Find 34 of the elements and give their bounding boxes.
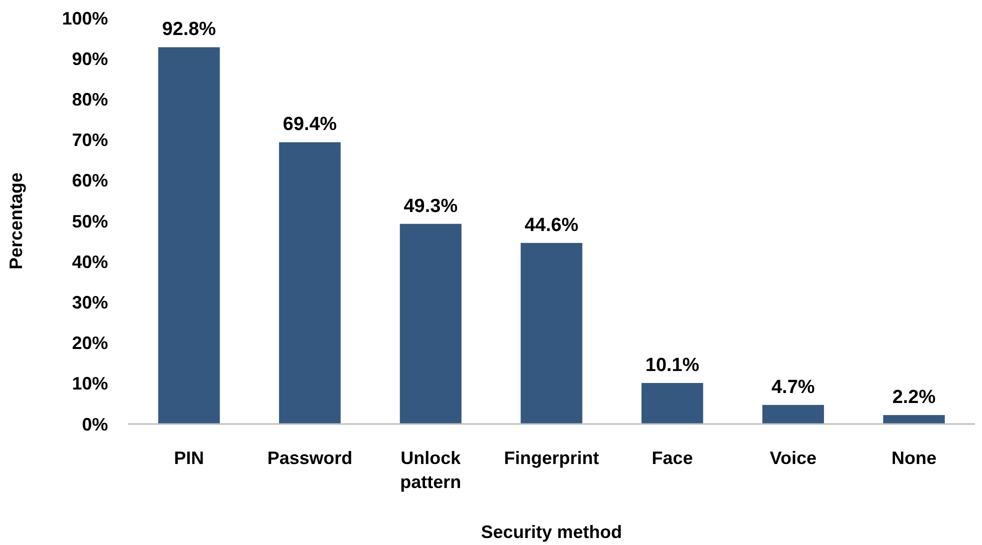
data-label: 10.1% xyxy=(645,354,700,376)
bar xyxy=(158,47,220,424)
bar xyxy=(400,224,462,424)
y-tick-label: 40% xyxy=(72,252,108,272)
x-tick-label: Unlock pattern xyxy=(400,448,462,492)
y-tick-label: 20% xyxy=(72,333,108,354)
x-tick-label: Voice xyxy=(770,448,816,468)
data-label: 44.6% xyxy=(524,214,579,236)
y-tick-label: 10% xyxy=(72,374,108,394)
bar xyxy=(520,242,582,424)
data-label: 92.8% xyxy=(162,19,216,40)
x-tick-label: PIN xyxy=(174,448,204,468)
data-label: 2.2% xyxy=(892,387,936,408)
y-tick-label: 50% xyxy=(72,211,108,232)
y-tick-label: 60% xyxy=(72,170,108,191)
y-tick-label: 80% xyxy=(72,90,108,110)
data-label: 69.4% xyxy=(282,114,337,136)
bar xyxy=(279,142,341,424)
y-tick-label: 30% xyxy=(72,292,108,312)
bar xyxy=(762,404,824,424)
x-tick-label: Password xyxy=(267,448,352,468)
y-tick-label: 0% xyxy=(82,414,108,434)
bar xyxy=(883,415,945,424)
data-label: 4.7% xyxy=(772,376,815,398)
y-tick-label: 100% xyxy=(62,8,108,28)
x-tick-label: Fingerprint xyxy=(504,448,599,468)
y-tick-label: 70% xyxy=(72,130,108,150)
y-axis-title: Percentage xyxy=(6,172,26,270)
bar xyxy=(642,382,704,424)
x-axis-title: Security method xyxy=(480,522,622,542)
data-label: 49.3% xyxy=(404,196,458,217)
x-tick-label: Face xyxy=(652,448,693,468)
x-tick-label: None xyxy=(891,448,936,468)
y-tick-label: 90% xyxy=(72,48,108,69)
